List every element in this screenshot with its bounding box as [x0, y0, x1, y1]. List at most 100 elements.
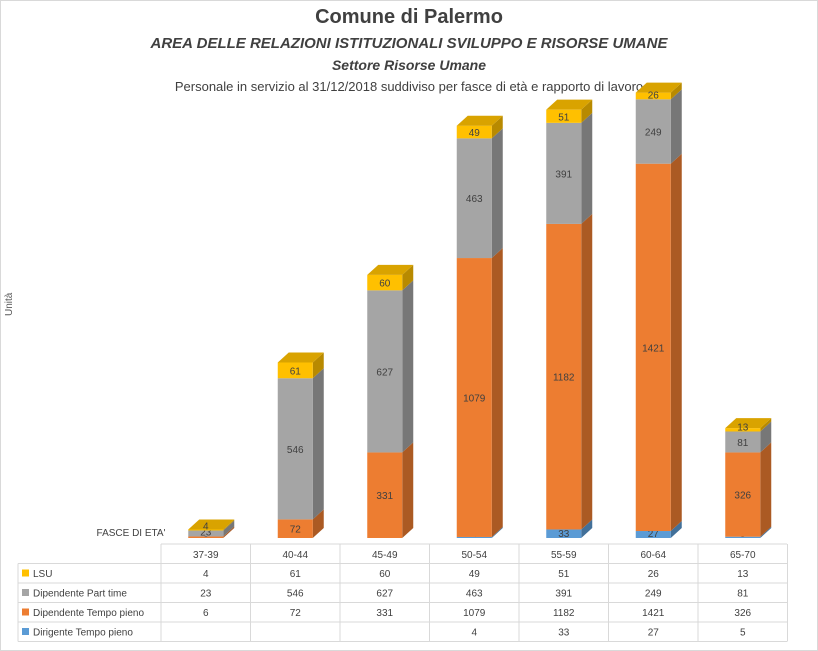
table-cell: 627 [376, 589, 393, 600]
bar-segment [546, 122, 582, 224]
x-tick-label: 65-70 [730, 550, 756, 561]
bar-side [670, 153, 682, 532]
data-label: 61 [290, 366, 302, 377]
table-cell: 1079 [463, 608, 486, 619]
bar-segment [635, 99, 671, 164]
legend-key [22, 569, 29, 577]
bar-segment [456, 536, 492, 538]
bar-side [491, 128, 503, 259]
data-label: 1421 [642, 343, 665, 354]
x-tick-label: 45-49 [372, 550, 398, 561]
bar-segment [456, 138, 492, 259]
data-label: 249 [645, 128, 662, 139]
bar-segment [725, 428, 761, 432]
bar-side [581, 213, 593, 530]
legend-key [22, 628, 29, 635]
bar-side [223, 526, 235, 538]
bar-side [581, 99, 593, 123]
chart-sector-title: Settore Risorse Umane [331, 57, 487, 73]
bar-segment [546, 529, 582, 538]
table-cell: 249 [645, 589, 662, 600]
chart-subtitle: Personale in servizio al 31/12/2018 sudd… [174, 79, 644, 94]
data-label: 13 [737, 422, 749, 433]
bar-side [670, 521, 682, 538]
bar-side [760, 526, 772, 538]
data-label: 26 [648, 90, 660, 101]
bar-side [223, 520, 235, 537]
bar-top [546, 99, 593, 110]
data-label: 326 [734, 491, 751, 502]
table-cell: 1421 [642, 608, 665, 619]
bar-side [581, 112, 593, 224]
data-label: 391 [555, 169, 572, 180]
bar-side [670, 82, 682, 100]
table-cell: 13 [737, 569, 749, 580]
x-tick-label: 50-54 [461, 550, 487, 561]
bar-segment [367, 274, 403, 291]
bar-segment [188, 529, 224, 531]
table-cell: 81 [737, 589, 749, 600]
bar-side [223, 519, 235, 531]
bar-side [491, 526, 503, 538]
data-label: 331 [376, 491, 393, 502]
bar-top [635, 82, 682, 93]
bar-side [312, 352, 324, 379]
table-cell: 1182 [553, 608, 575, 619]
bar-side [312, 368, 324, 520]
bar-top [188, 519, 235, 530]
bar-segment [725, 536, 761, 538]
table-cell: 4 [203, 569, 209, 580]
x-tick-label: 60-64 [640, 550, 666, 561]
bar-segment [367, 290, 403, 453]
x-tick-label: 37-39 [193, 550, 219, 561]
legend-entry: Dirigente Tempo pieno [33, 628, 133, 639]
bar-segment [725, 431, 761, 453]
bar-segment [188, 530, 224, 537]
data-label: 627 [376, 367, 393, 378]
table-cell: 26 [648, 569, 660, 580]
table-cell: 326 [734, 608, 751, 619]
bar-segment [635, 92, 671, 100]
data-label: 27 [648, 529, 660, 540]
bar-side [760, 442, 772, 537]
data-label: 33 [558, 529, 570, 540]
table-cell: 4 [471, 628, 477, 639]
bar-side [491, 115, 503, 139]
bar-segment [546, 109, 582, 123]
bar-segment [635, 531, 671, 538]
x-tick-label: 40-44 [282, 550, 308, 561]
bar-side [402, 264, 414, 291]
bar-side [760, 421, 772, 453]
bar-segment [277, 519, 313, 538]
chart-title: Comune di Palermo [315, 6, 503, 28]
data-label: 81 [737, 438, 749, 449]
bar-segment [635, 163, 671, 532]
bar-top [456, 115, 503, 126]
bar-segment [367, 452, 403, 538]
bar-side [670, 89, 682, 164]
bar-segment [456, 125, 492, 139]
data-label: 4 [203, 522, 209, 533]
bar-side [312, 509, 324, 538]
bar-segment [277, 378, 313, 520]
table-cell: 33 [558, 628, 570, 639]
data-label: 23 [200, 527, 212, 538]
data-label: 51 [558, 112, 570, 123]
table-cell: 27 [648, 628, 660, 639]
data-label: 1182 [553, 373, 575, 384]
table-cell: 23 [200, 589, 212, 600]
bar-top [277, 352, 324, 363]
bar-side [760, 418, 772, 432]
bar-segment [188, 536, 224, 538]
table-cell: 51 [558, 569, 570, 580]
table-cell: 546 [287, 589, 304, 600]
data-label: 60 [379, 279, 391, 290]
table-cell: 49 [469, 569, 481, 580]
legend-entry: Dipendente Part time [33, 589, 127, 600]
bar-side [491, 248, 503, 537]
legend-entry: LSU [33, 569, 52, 580]
bar-segment [277, 362, 313, 379]
chart-area-title: AREA DELLE RELAZIONI ISTITUZIONALI SVILU… [150, 35, 668, 52]
table-cell: 6 [203, 608, 209, 619]
